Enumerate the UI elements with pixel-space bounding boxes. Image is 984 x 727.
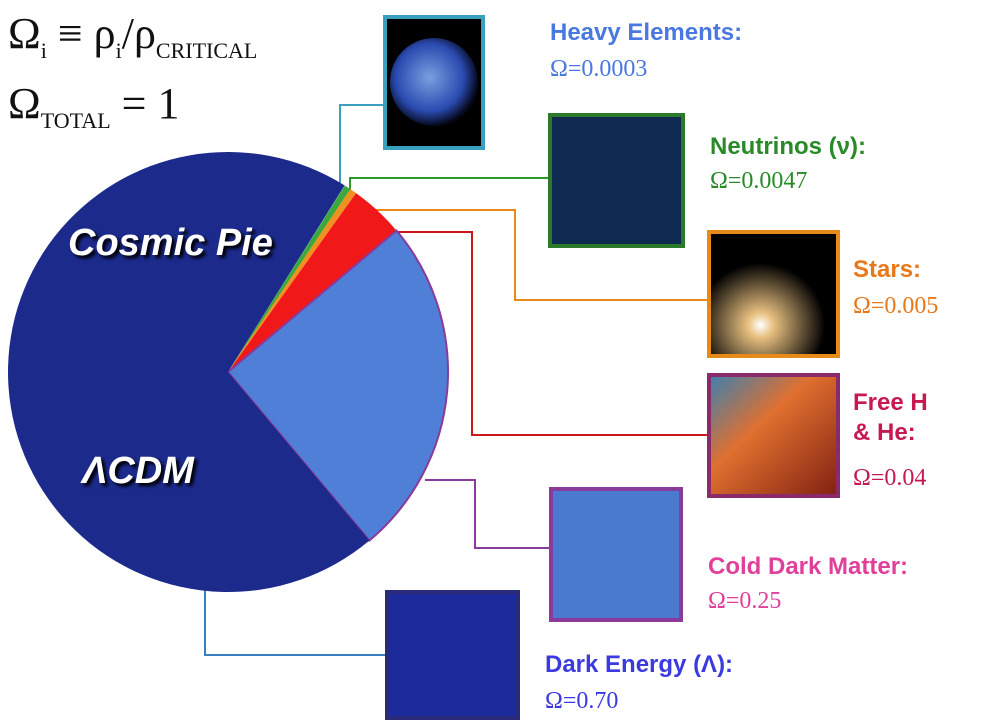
pie-slice — [226, 229, 449, 542]
value-label: Ω=0.70 — [545, 688, 619, 714]
pie-slice — [228, 185, 345, 372]
category-label: Stars: — [853, 256, 922, 283]
category-label: Heavy Elements: — [550, 19, 743, 46]
neutrino-image — [548, 113, 685, 248]
pie-subtitle: ΛCDM — [82, 450, 194, 492]
category-label: Cold Dark Matter: — [708, 553, 909, 580]
value-label: Ω=0.0003 — [550, 56, 648, 82]
leader-line — [425, 479, 549, 549]
nebula-image — [707, 373, 840, 498]
pie-slice — [228, 193, 397, 372]
leader-line — [204, 590, 385, 656]
value-label: Ω=0.25 — [708, 588, 782, 614]
category-label: Dark Energy (Λ): — [545, 651, 734, 678]
value-label: Ω=0.0047 — [710, 168, 808, 194]
formula-part: Ω — [8, 79, 41, 128]
pie-title: Cosmic Pie — [68, 222, 273, 264]
leader-line — [395, 231, 707, 436]
category-label: Neutrinos (ν): — [710, 133, 866, 160]
formula: Ωi ≡ ρi/ρCRITICAL — [8, 8, 257, 64]
formula-part: /ρ — [121, 9, 156, 58]
leader-line — [339, 104, 383, 188]
formula-part: ≡ ρ — [46, 9, 116, 58]
formula-part: i — [40, 37, 47, 63]
formula-part: = 1 — [110, 79, 180, 128]
formula-part: CRITICAL — [155, 37, 258, 63]
formula-part: i — [115, 37, 122, 63]
leader-line — [349, 177, 548, 195]
pie-slice — [228, 185, 351, 372]
pie — [7, 152, 449, 592]
pie-slice — [228, 189, 357, 372]
pie-slice — [7, 152, 370, 592]
formula-part: TOTAL — [40, 107, 111, 133]
value-label: Ω=0.04 — [853, 465, 927, 491]
category-label: Free H & He: — [853, 389, 928, 446]
stars-image — [707, 230, 840, 358]
formula-part: Ω — [8, 9, 41, 58]
dark-energy-image — [385, 590, 520, 720]
images — [383, 15, 840, 720]
leader-line — [372, 209, 707, 301]
cdm-image — [549, 487, 683, 622]
value-label: Ω=0.005 — [853, 293, 939, 319]
earth — [390, 38, 478, 126]
formula: ΩTOTAL = 1 — [8, 78, 179, 134]
